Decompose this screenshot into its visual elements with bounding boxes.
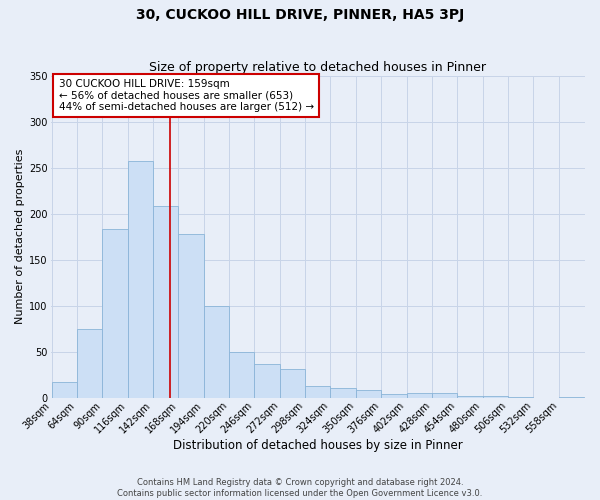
Bar — [280, 369, 305, 398]
Bar — [356, 390, 381, 398]
Bar — [331, 388, 356, 398]
Title: Size of property relative to detached houses in Pinner: Size of property relative to detached ho… — [149, 62, 486, 74]
Bar — [77, 328, 102, 398]
Bar — [254, 364, 280, 398]
Y-axis label: Number of detached properties: Number of detached properties — [15, 149, 25, 324]
Bar — [482, 396, 508, 398]
Bar — [559, 396, 584, 398]
Bar — [508, 396, 533, 398]
Bar — [153, 206, 178, 398]
Bar — [407, 393, 432, 398]
Bar — [102, 230, 128, 398]
Bar — [229, 352, 254, 398]
Text: Contains HM Land Registry data © Crown copyright and database right 2024.
Contai: Contains HM Land Registry data © Crown c… — [118, 478, 482, 498]
Bar — [52, 382, 77, 398]
Bar — [432, 393, 457, 398]
Text: 30 CUCKOO HILL DRIVE: 159sqm
← 56% of detached houses are smaller (653)
44% of s: 30 CUCKOO HILL DRIVE: 159sqm ← 56% of de… — [59, 79, 314, 112]
Bar — [128, 161, 153, 398]
X-axis label: Distribution of detached houses by size in Pinner: Distribution of detached houses by size … — [173, 440, 463, 452]
Bar — [381, 394, 407, 398]
Bar — [457, 396, 482, 398]
Bar — [305, 386, 331, 398]
Bar — [203, 306, 229, 398]
Text: 30, CUCKOO HILL DRIVE, PINNER, HA5 3PJ: 30, CUCKOO HILL DRIVE, PINNER, HA5 3PJ — [136, 8, 464, 22]
Bar — [178, 234, 203, 398]
